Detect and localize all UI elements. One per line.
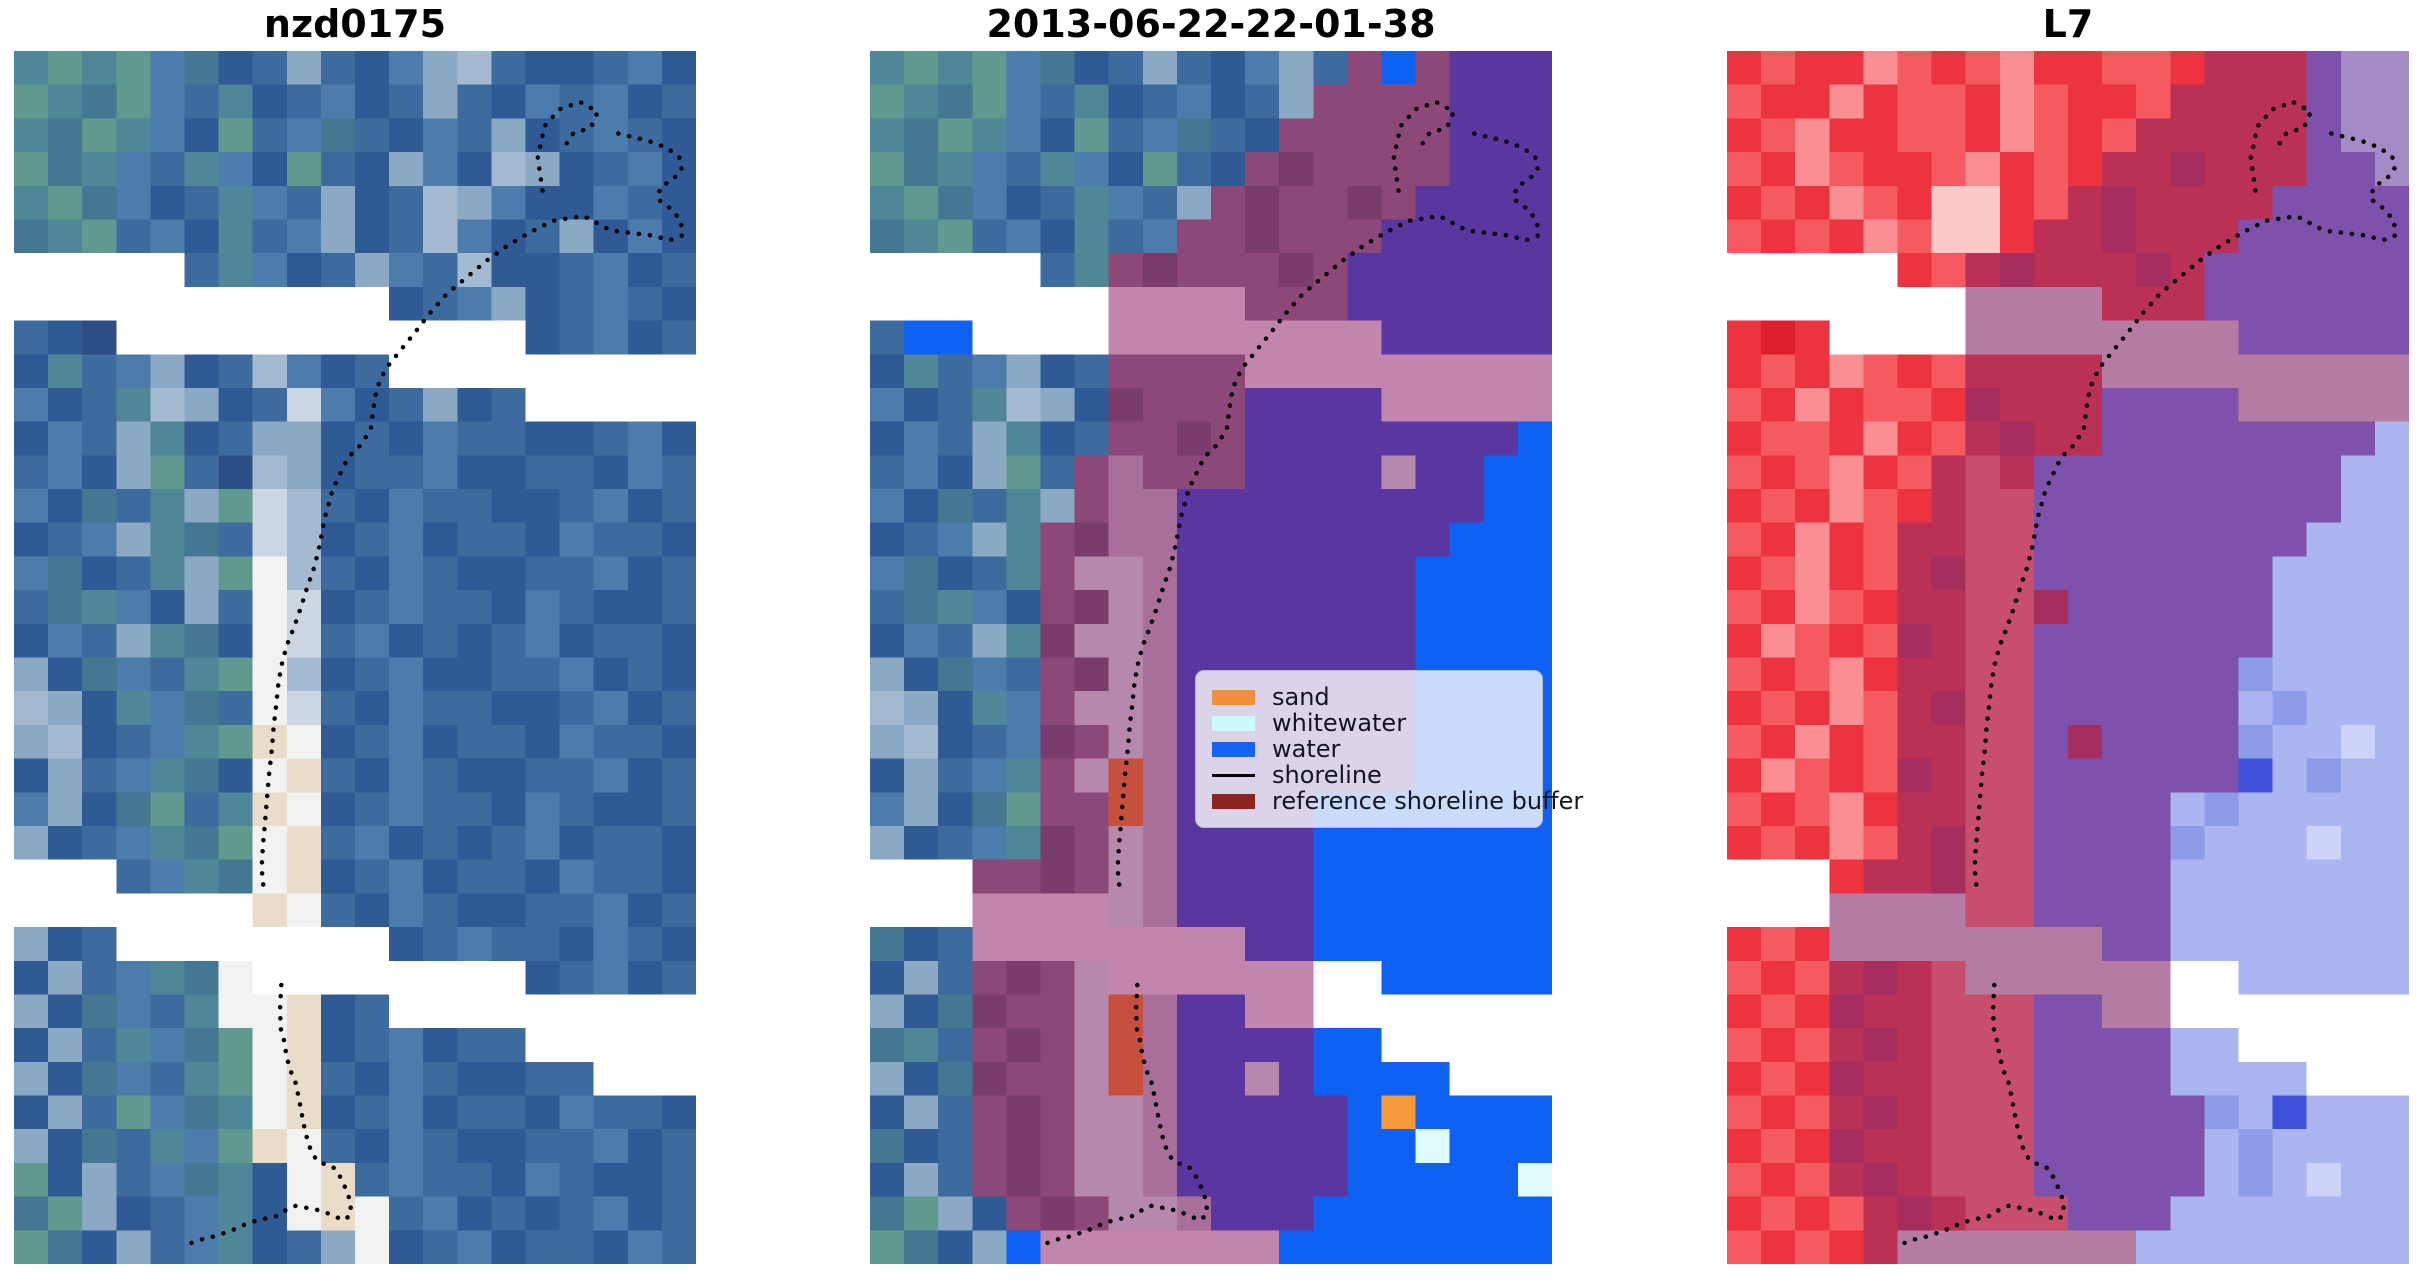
legend-swatch-water xyxy=(1212,741,1255,757)
satellite-rgb-image xyxy=(14,51,696,1264)
legend-label: whitewater xyxy=(1272,709,1407,737)
legend-item: water xyxy=(1212,736,1526,762)
legend-label: reference shoreline buffer xyxy=(1272,787,1584,815)
legend-label: water xyxy=(1272,735,1341,763)
legend: sand whitewater water shoreline reference sh… xyxy=(1195,670,1583,828)
panel-rgb xyxy=(14,51,696,1264)
legend-swatch-shoreline xyxy=(1212,773,1255,777)
shoreline-overlay xyxy=(1041,99,1541,1247)
panel-title-class: 2013-06-22-22-01-38 xyxy=(986,2,1436,46)
legend-item: reference shoreline buffer xyxy=(1212,788,1583,814)
legend-item: sand xyxy=(1212,684,1526,710)
classified-image xyxy=(870,51,1552,1264)
panel-title-mndwi: L7 xyxy=(2042,2,2094,46)
mndwi-image xyxy=(1727,51,2409,1264)
legend-swatch-sand xyxy=(1212,689,1255,705)
shoreline-overlay xyxy=(185,99,685,1247)
legend-swatch-reference-shoreline-buffer xyxy=(1212,793,1255,809)
legend-swatch-whitewater xyxy=(1212,715,1255,731)
panel-classified xyxy=(870,51,1552,1264)
legend-item: shoreline xyxy=(1212,762,1526,788)
panel-mndwi xyxy=(1727,51,2409,1264)
legend-item: whitewater xyxy=(1212,710,1526,736)
panel-title-rgb: nzd0175 xyxy=(263,2,447,46)
shoreline-overlay xyxy=(1898,99,2398,1247)
legend-label: sand xyxy=(1272,683,1330,711)
legend-label: shoreline xyxy=(1272,761,1382,789)
